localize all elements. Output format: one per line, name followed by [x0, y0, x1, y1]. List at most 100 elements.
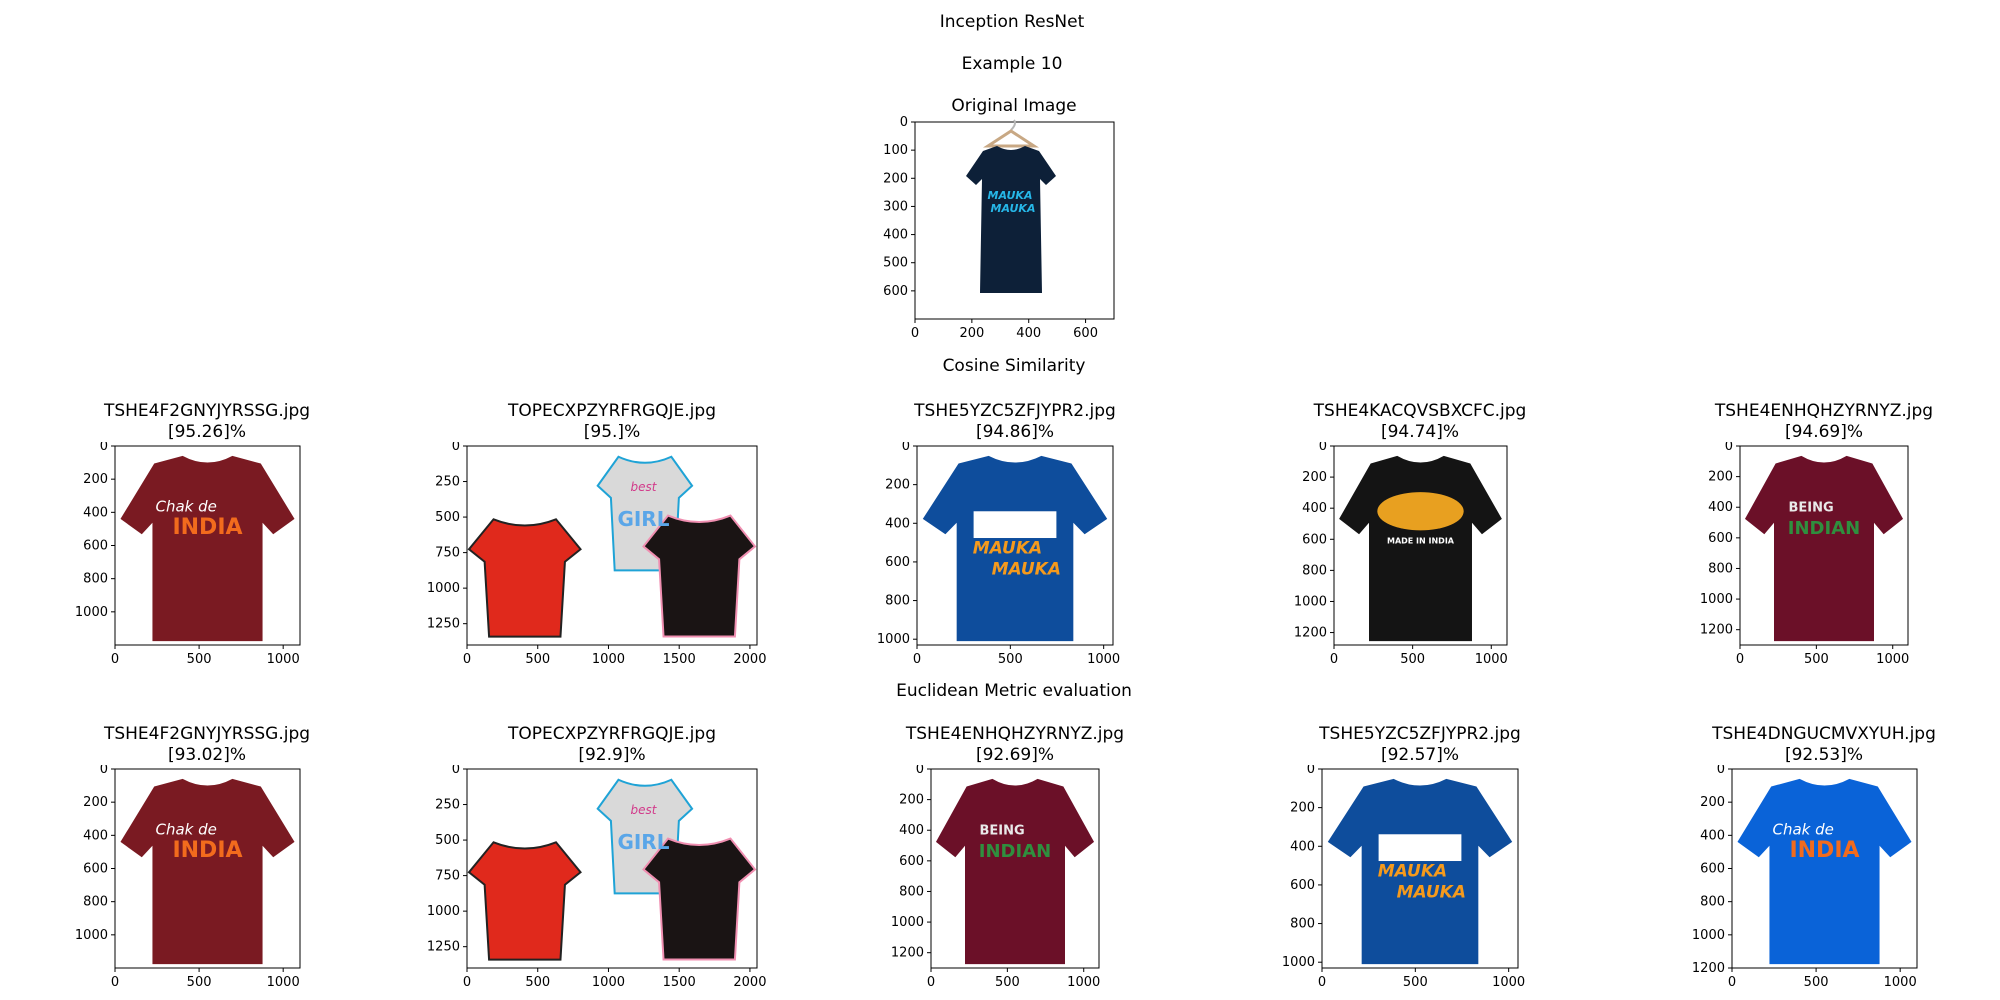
- original-image-title: Original Image: [951, 96, 1077, 116]
- y-tick-label: 600: [1302, 532, 1327, 547]
- y-tick-label: 400: [1700, 828, 1725, 843]
- y-tick-label: 0: [1307, 765, 1315, 777]
- x-tick-label: 200: [959, 326, 984, 341]
- print-line-2: MAUKA: [992, 559, 1061, 579]
- x-tick-label: 0: [1727, 975, 1735, 990]
- print-line-2: INDIAN: [979, 841, 1051, 862]
- result-score: [94.69]%: [1784, 422, 1864, 442]
- y-tick-label: 800: [1700, 895, 1725, 910]
- x-tick-label: 500: [525, 975, 550, 990]
- result-score: [92.9]%: [578, 745, 646, 765]
- print-line-1: Chak de: [1772, 820, 1833, 838]
- euclid-section-title: Euclidean Metric evaluation: [896, 681, 1132, 701]
- y-tick-label: 1200: [1700, 623, 1733, 638]
- result-score: [95.]%: [583, 422, 641, 442]
- x-tick-label: 0: [1318, 975, 1326, 990]
- result-image-axes: BEING INDIAN 0 500 1000 0 200 400 600 800 1000 1200: [1700, 442, 1909, 667]
- result-image-axes: best GIRL 0 500 1000 1500 2000 0 250 500 750 1000 12…: [427, 765, 767, 990]
- print-line-2: INDIAN: [1788, 518, 1860, 539]
- x-tick-label: 500: [995, 975, 1020, 990]
- x-tick-label: 0: [463, 652, 471, 667]
- print-line-2: MAUKA: [1397, 882, 1466, 902]
- y-tick-label: 1000: [1282, 955, 1315, 970]
- x-tick-label: 1000: [1067, 975, 1100, 990]
- result-score: [95.26]%: [167, 422, 247, 442]
- y-tick-label: 600: [83, 539, 108, 554]
- figure-title: Inception ResNet: [939, 12, 1085, 32]
- y-tick-label: 200: [83, 795, 108, 810]
- print-line-2: INDIA: [172, 838, 242, 863]
- y-tick-label: 1000: [74, 605, 107, 620]
- x-tick-label: 0: [927, 975, 935, 990]
- kids-top-shape: [467, 518, 582, 638]
- tshirt-shape: [922, 455, 1108, 642]
- y-tick-label: 800: [1302, 563, 1327, 578]
- result-filename: TSHE4KACQVSBXCFC.jpg: [1313, 401, 1527, 421]
- x-tick-label: 500: [1400, 652, 1425, 667]
- print-line-1: BEING: [980, 823, 1025, 838]
- shirt-text-line-1: MAUKA: [988, 189, 1033, 202]
- y-tick-label: 600: [1290, 878, 1315, 893]
- print-line-1: MAUKA: [1378, 861, 1447, 881]
- x-tick-label: 1000: [592, 652, 625, 667]
- shirt-text-line-2: MAUKA: [991, 202, 1036, 215]
- image-frame: [466, 768, 758, 969]
- x-tick-label: 0: [1736, 652, 1744, 667]
- image-frame: [1321, 768, 1519, 969]
- tshirt-shape: [935, 778, 1095, 965]
- y-tick-label: 200: [899, 793, 924, 808]
- y-tick-label: 200: [883, 171, 908, 186]
- y-tick-label: 1000: [1700, 592, 1733, 607]
- tshirt-shape: [119, 455, 295, 642]
- result-filename: TSHE4ENHQHZYRNYZ.jpg: [905, 724, 1125, 744]
- y-tick-label: 400: [899, 823, 924, 838]
- hanger-hook: [1010, 119, 1016, 131]
- print-line-2: GIRL: [617, 830, 669, 854]
- y-tick-label: 1000: [1691, 928, 1724, 943]
- y-tick-label: 250: [435, 798, 460, 813]
- x-tick-label: 1500: [663, 975, 696, 990]
- y-tick-label: 0: [99, 765, 107, 777]
- x-tick-label: 1000: [1876, 652, 1909, 667]
- image-frame: [916, 445, 1114, 646]
- y-tick-label: 0: [1716, 765, 1724, 777]
- x-tick-label: 0: [913, 652, 921, 667]
- result-filename: TSHE5YZC5ZFJYPR2.jpg: [914, 401, 1116, 421]
- result-filename: TSHE5YZC5ZFJYPR2.jpg: [1319, 724, 1521, 744]
- y-tick-label: 0: [1318, 442, 1326, 454]
- print-line-1: BEING: [1789, 500, 1834, 515]
- y-tick-label: 1000: [891, 915, 924, 930]
- y-tick-label: 600: [83, 862, 108, 877]
- y-tick-label: 400: [83, 505, 108, 520]
- y-tick-label: 200: [885, 478, 910, 493]
- y-tick-label: 500: [435, 510, 460, 525]
- y-tick-label: 200: [1302, 470, 1327, 485]
- x-tick-label: 0: [110, 975, 118, 990]
- kids-top-shape: [467, 841, 582, 961]
- y-tick-label: 800: [1708, 561, 1733, 576]
- result-score: [93.02]%: [167, 745, 247, 765]
- y-tick-label: 0: [916, 765, 924, 777]
- tshirt-shape: [1736, 778, 1912, 965]
- x-tick-label: 0: [911, 326, 919, 341]
- image-frame: [930, 768, 1100, 969]
- y-tick-label: 400: [1290, 839, 1315, 854]
- y-tick-label: 600: [1700, 862, 1725, 877]
- result-filename: TSHE4F2GNYJYRSSG.jpg: [103, 401, 311, 421]
- y-tick-label: 500: [883, 256, 908, 271]
- image-frame: [1333, 445, 1507, 646]
- y-tick-label: 400: [883, 228, 908, 243]
- x-tick-label: 1500: [663, 652, 696, 667]
- result-filename: TOPECXPZYRFRGQJE.jpg: [508, 724, 716, 744]
- y-tick-label: 1000: [427, 581, 460, 596]
- x-tick-label: 2000: [733, 652, 766, 667]
- x-tick-label: 0: [110, 652, 118, 667]
- y-tick-label: 200: [83, 472, 108, 487]
- original-image-axes: MAUKA MAUKA 0 200 400 600 0 100 200 300 400 500 60…: [883, 115, 1115, 341]
- print-line-1: Chak de: [155, 820, 216, 838]
- y-tick-label: 300: [883, 199, 908, 214]
- y-tick-label: 400: [1302, 501, 1327, 516]
- y-tick-label: 100: [883, 143, 908, 158]
